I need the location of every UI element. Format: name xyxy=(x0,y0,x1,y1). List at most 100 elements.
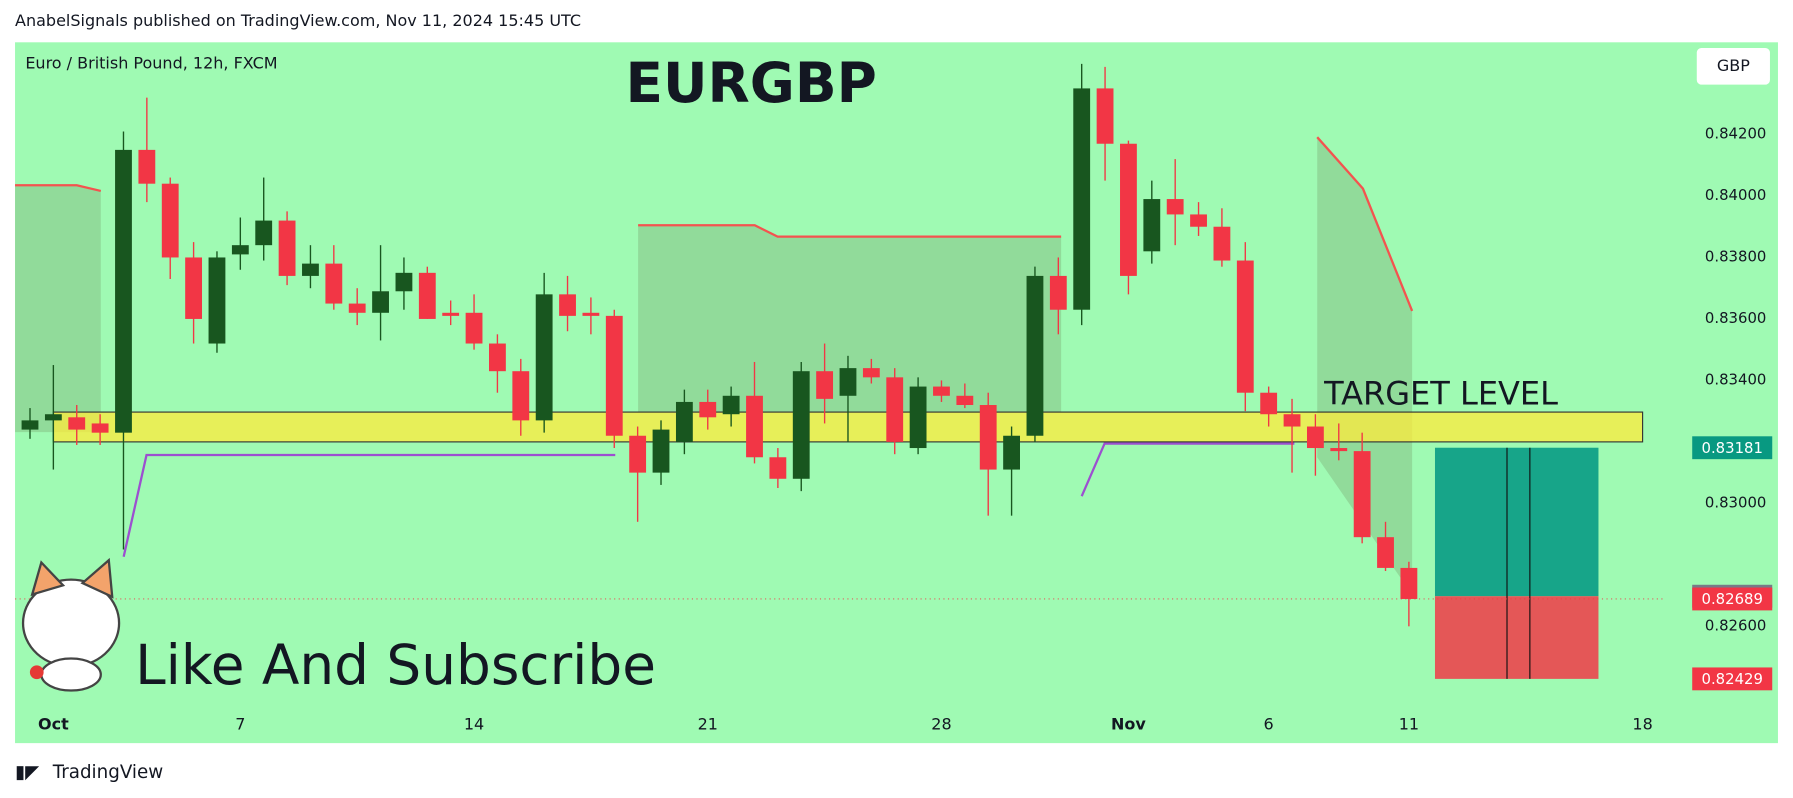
y-tick-label: 0.84000 xyxy=(1705,186,1766,204)
candle-body xyxy=(933,386,950,396)
candle-body xyxy=(1166,199,1184,215)
candle-body xyxy=(44,414,62,421)
candle-body xyxy=(418,272,436,319)
candle-body xyxy=(652,429,670,473)
annotation: TARGET LEVEL xyxy=(1323,375,1558,413)
x-tick-label: 28 xyxy=(931,714,951,733)
sticker-heart xyxy=(29,665,44,680)
x-tick-label: 18 xyxy=(1632,714,1652,733)
candle-body xyxy=(582,312,600,316)
price-label: 0.83181 xyxy=(1702,439,1763,457)
candle-body xyxy=(1213,226,1231,261)
x-tick-label: Oct xyxy=(38,714,69,733)
candle-body xyxy=(1330,448,1348,452)
candle-body xyxy=(535,294,553,421)
candle-body xyxy=(302,263,319,276)
candle-body xyxy=(1026,275,1044,436)
price-label: 0.82689 xyxy=(1702,590,1763,608)
shaded-area xyxy=(1317,137,1413,595)
position-profit xyxy=(1434,447,1599,597)
candle-body xyxy=(512,371,530,421)
candle-body xyxy=(1353,451,1371,538)
x-tick-label: 7 xyxy=(235,714,245,733)
candle-body xyxy=(605,315,623,436)
sticker-ear xyxy=(80,557,114,599)
candle-body xyxy=(979,405,997,470)
candle-body xyxy=(372,291,389,313)
candle-body xyxy=(161,183,179,258)
candle-body xyxy=(1236,260,1254,393)
chart-title: EURGBP xyxy=(626,51,877,115)
candle-body xyxy=(699,401,717,418)
candle-body xyxy=(1143,199,1161,252)
candle-body xyxy=(1120,143,1137,276)
candle-body xyxy=(1003,435,1020,470)
candle-body xyxy=(559,294,576,316)
candle-body xyxy=(395,272,413,292)
candle-body xyxy=(1400,567,1418,599)
sticker xyxy=(21,557,121,692)
sticker-ear xyxy=(30,560,66,597)
indicator-line xyxy=(638,224,1062,238)
candle-body xyxy=(1377,537,1394,568)
currency-label: GBP xyxy=(1717,56,1750,75)
footer-logo: ▮◤ xyxy=(15,762,39,783)
candle-body xyxy=(886,377,904,442)
shaded-area xyxy=(638,225,1062,412)
candle-body xyxy=(862,368,880,378)
candle-body xyxy=(21,420,39,430)
price-label-box xyxy=(1692,587,1773,611)
candle-body xyxy=(348,303,366,313)
x-tick-label: 14 xyxy=(464,714,484,733)
header: AnabelSignals published on TradingView.c… xyxy=(15,11,581,30)
candle-body xyxy=(208,257,226,344)
y-tick-label: 0.83800 xyxy=(1705,247,1766,265)
y-tick-label: 0.83600 xyxy=(1705,309,1766,327)
indicator-line xyxy=(1316,136,1414,312)
candle-body xyxy=(255,220,273,246)
candle-body xyxy=(489,343,506,372)
candle-body xyxy=(185,257,203,319)
candle-body xyxy=(956,395,974,406)
candle-body xyxy=(1283,414,1301,427)
indicator-areas xyxy=(15,136,1414,595)
indicator-line xyxy=(15,184,102,193)
candle-body xyxy=(769,457,787,479)
x-tick-label: 6 xyxy=(1264,714,1274,733)
y-tick-label: 0.84200 xyxy=(1705,125,1766,143)
candle-body xyxy=(91,423,109,433)
candle-body xyxy=(138,149,156,184)
indicator-line xyxy=(1080,442,1295,497)
currency-button[interactable] xyxy=(1696,48,1770,85)
x-tick-label: Nov xyxy=(1111,714,1146,733)
price-label-box xyxy=(1692,436,1773,460)
sticker-body xyxy=(40,657,102,692)
candle-body xyxy=(1260,392,1278,415)
annotation: Like And Subscribe xyxy=(135,633,656,697)
indicator-line xyxy=(122,453,616,558)
symbol-info: Euro / British Pound, 12h, FXCM xyxy=(25,54,277,73)
candle-body xyxy=(746,395,763,458)
y-tick-label: 0.83400 xyxy=(1705,370,1766,388)
candle-body xyxy=(442,312,460,316)
x-tick-label: 21 xyxy=(698,714,718,733)
candle-body xyxy=(629,435,647,473)
candle-body xyxy=(325,263,343,304)
price-label-box xyxy=(1692,667,1773,691)
footer: TradingView xyxy=(52,762,164,783)
y-tick-label: 0.82600 xyxy=(1705,616,1766,634)
candle-body xyxy=(909,386,927,449)
candle-body xyxy=(1073,88,1091,310)
candle-body xyxy=(792,371,810,479)
candle-body xyxy=(1096,88,1114,144)
y-tick-label: 0.83000 xyxy=(1705,493,1766,511)
candle-body xyxy=(839,368,857,396)
candle-body xyxy=(278,220,296,276)
x-tick-label: 11 xyxy=(1399,714,1419,733)
shaded-area xyxy=(15,185,101,433)
candle-body xyxy=(1306,426,1324,449)
candle-body xyxy=(115,149,132,433)
position-loss xyxy=(1434,596,1599,679)
candle-body xyxy=(675,401,693,442)
